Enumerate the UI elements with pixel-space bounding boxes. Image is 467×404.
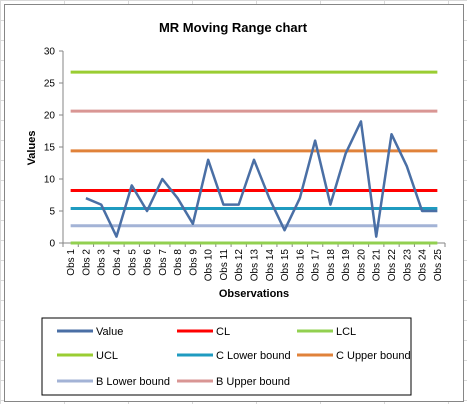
x-tick-label: Obs 24: [418, 249, 429, 282]
x-tick-label: Obs 21: [372, 249, 383, 282]
y-axis-title: Values: [26, 131, 38, 166]
chart-title: MR Moving Range chart: [159, 20, 308, 35]
x-tick-label: Obs 17: [311, 249, 322, 282]
x-tick-label: Obs 19: [341, 249, 352, 282]
x-tick-label: Obs 4: [112, 249, 123, 276]
x-tick-label: Obs 1: [66, 249, 77, 276]
x-tick-label: Obs 5: [127, 249, 138, 276]
x-tick-label: Obs 8: [173, 249, 184, 276]
x-axis-title: Observations: [219, 288, 289, 300]
legend-label-cl: CL: [216, 326, 230, 338]
legend-label-value: Value: [96, 326, 123, 338]
y-tick-label: 30: [44, 47, 56, 58]
y-tick-label: 20: [44, 111, 56, 122]
x-tick-label: Obs 2: [81, 249, 92, 276]
x-tick-label: Obs 23: [402, 249, 413, 282]
x-tick-label: Obs 15: [280, 249, 291, 282]
y-tick-label: 15: [44, 143, 56, 154]
x-tick-label: Obs 22: [387, 249, 398, 282]
x-tick-label: Obs 12: [234, 249, 245, 282]
legend-label-b-lower-bound: B Lower bound: [96, 376, 170, 388]
legend-label-c-lower-bound: C Lower bound: [216, 350, 291, 362]
series-line-value[interactable]: [85, 120, 438, 238]
y-tick-label: 25: [44, 79, 56, 90]
legend-label-b-upper-bound: B Upper bound: [216, 376, 290, 388]
x-tick-label: Obs 10: [204, 249, 215, 282]
x-tick-label: Obs 6: [143, 249, 154, 276]
plot-area: 0 5 10 15 20 25 30 Obs 1 Obs 2 Obs 3 Obs 4 Obs 5 Obs…: [44, 47, 446, 282]
x-tick-label: Obs 11: [219, 249, 230, 281]
y-tick-label: 0: [49, 239, 55, 250]
x-tick-label: Obs 16: [295, 249, 306, 282]
x-tick-label: Obs 9: [188, 249, 199, 276]
y-tick-label: 10: [44, 175, 56, 186]
x-tick-label: Obs 14: [265, 249, 276, 282]
legend: Value CL LCL UCL C Lower bound C Upper bound B…: [41, 317, 412, 396]
x-tick-label: Obs 20: [356, 249, 367, 282]
legend-label-lcl: LCL: [336, 326, 356, 338]
x-tick-label: Obs 7: [158, 249, 169, 276]
x-tick-label: Obs 3: [97, 249, 108, 276]
legend-box: [41, 317, 412, 396]
legend-label-c-upper-bound: C Upper bound: [336, 350, 411, 362]
x-tick-label: Obs 18: [326, 249, 337, 282]
x-tick-label: Obs 13: [250, 249, 261, 282]
legend-label-ucl: UCL: [96, 350, 118, 362]
y-tick-label: 5: [49, 207, 55, 218]
x-tick-label: Obs 25: [433, 249, 444, 282]
